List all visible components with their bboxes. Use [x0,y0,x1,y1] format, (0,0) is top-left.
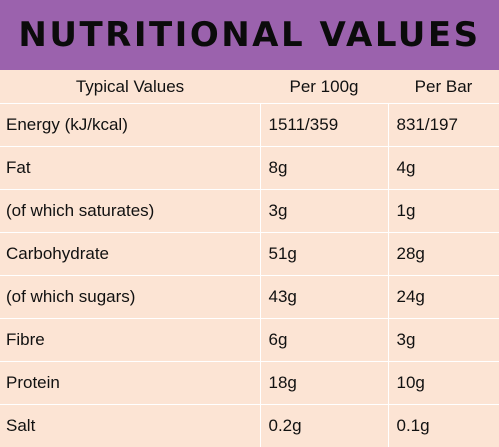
header-typical-values: Typical Values [0,70,260,104]
per-bar-value: 0.1g [388,405,499,447]
table-row: Fibre 6g 3g [0,319,499,362]
per-100g-value: 3g [260,190,388,233]
per-100g-value: 6g [260,319,388,362]
per-bar-value: 24g [388,276,499,319]
per-bar-value: 831/197 [388,104,499,147]
nutrient-label: Carbohydrate [0,233,260,276]
per-bar-value: 28g [388,233,499,276]
nutrient-label: Salt [0,405,260,447]
per-100g-value: 8g [260,147,388,190]
per-bar-value: 4g [388,147,499,190]
per-bar-value: 1g [388,190,499,233]
per-100g-value: 0.2g [260,405,388,447]
table-row: Protein 18g 10g [0,362,499,405]
table-row: Fat 8g 4g [0,147,499,190]
table-row: Salt 0.2g 0.1g [0,405,499,447]
per-100g-value: 51g [260,233,388,276]
nutrient-label: Energy (kJ/kcal) [0,104,260,147]
table-row: Carbohydrate 51g 28g [0,233,499,276]
nutrient-label: Fat [0,147,260,190]
nutrient-label: (of which saturates) [0,190,260,233]
per-100g-value: 1511/359 [260,104,388,147]
nutrition-table: Typical Values Per 100g Per Bar Energy (… [0,70,499,447]
table-row: (of which saturates) 3g 1g [0,190,499,233]
per-100g-value: 18g [260,362,388,405]
table-row: (of which sugars) 43g 24g [0,276,499,319]
table-row: Energy (kJ/kcal) 1511/359 831/197 [0,104,499,147]
header-per-bar: Per Bar [388,70,499,104]
nutrient-label: (of which sugars) [0,276,260,319]
per-bar-value: 10g [388,362,499,405]
nutrient-label: Protein [0,362,260,405]
title-bar: NUTRITIONAL VALUES [0,0,499,70]
nutrient-label: Fibre [0,319,260,362]
per-100g-value: 43g [260,276,388,319]
page-title: NUTRITIONAL VALUES [18,15,480,55]
header-per-100g: Per 100g [260,70,388,104]
table-header-row: Typical Values Per 100g Per Bar [0,70,499,104]
per-bar-value: 3g [388,319,499,362]
